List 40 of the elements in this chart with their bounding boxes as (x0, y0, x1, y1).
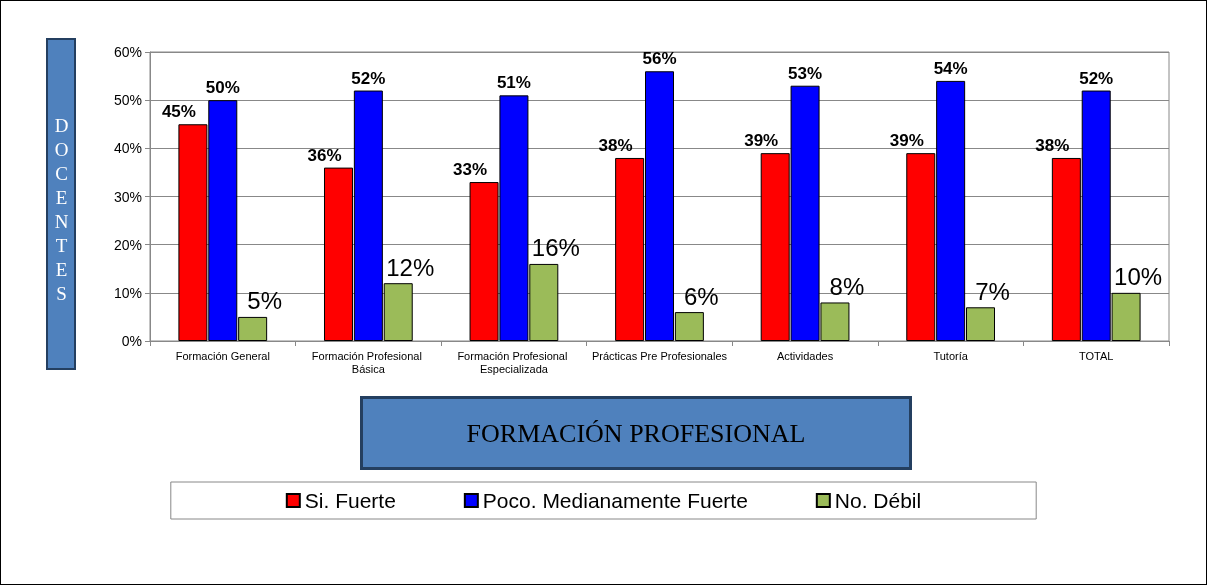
x-tick-label: Prácticas Pre Profesionales (591, 349, 728, 362)
data-label: 7% (975, 277, 1010, 305)
y-tick-label: 10% (113, 284, 142, 301)
data-label: 51% (496, 73, 531, 93)
legend-label: No. Débil (834, 489, 922, 512)
data-label: 54% (933, 58, 968, 78)
data-label: 52% (1079, 68, 1114, 88)
legend-label: Poco. Medianamente Fuerte (482, 489, 748, 512)
y-axis-title: DOCENTES (46, 38, 76, 370)
y-tick-label: 50% (113, 92, 142, 109)
data-label: 45% (161, 102, 196, 122)
x-tick-label: Actividades (776, 349, 834, 362)
data-label: 39% (744, 131, 779, 151)
legend-label: Si. Fuerte (304, 489, 396, 512)
y-tick-label: 40% (113, 140, 142, 157)
data-label: 10% (1114, 263, 1163, 291)
x-tick-label: Formación Profesional Básica (311, 349, 425, 375)
data-label: 5% (247, 287, 282, 315)
data-label: 16% (531, 234, 580, 262)
data-label: 8% (829, 272, 865, 300)
data-label: 53% (788, 63, 823, 83)
data-label: 6% (684, 282, 719, 310)
data-label: 12% (386, 253, 435, 281)
data-label: 38% (1035, 135, 1070, 155)
y-tick-label: 20% (113, 236, 142, 253)
data-label: 50% (205, 78, 240, 98)
data-label: 36% (307, 145, 342, 165)
data-label: 38% (598, 135, 633, 155)
x-tick-label: Tutoría (933, 349, 969, 362)
data-label: 56% (642, 49, 677, 69)
x-axis-title: FORMACIÓN PROFESIONAL (360, 396, 912, 470)
x-tick-label: Formación General (175, 349, 270, 362)
data-label: 52% (351, 68, 386, 88)
x-tick-label: TOTAL (1079, 349, 1114, 362)
y-tick-label: 0% (121, 333, 142, 349)
y-tick-label: 60% (113, 44, 142, 60)
y-tick-label: 30% (113, 188, 142, 205)
data-label: 39% (889, 131, 924, 151)
x-tick-label: Formación Profesional Especializada (457, 349, 571, 375)
data-label: 33% (453, 160, 488, 180)
